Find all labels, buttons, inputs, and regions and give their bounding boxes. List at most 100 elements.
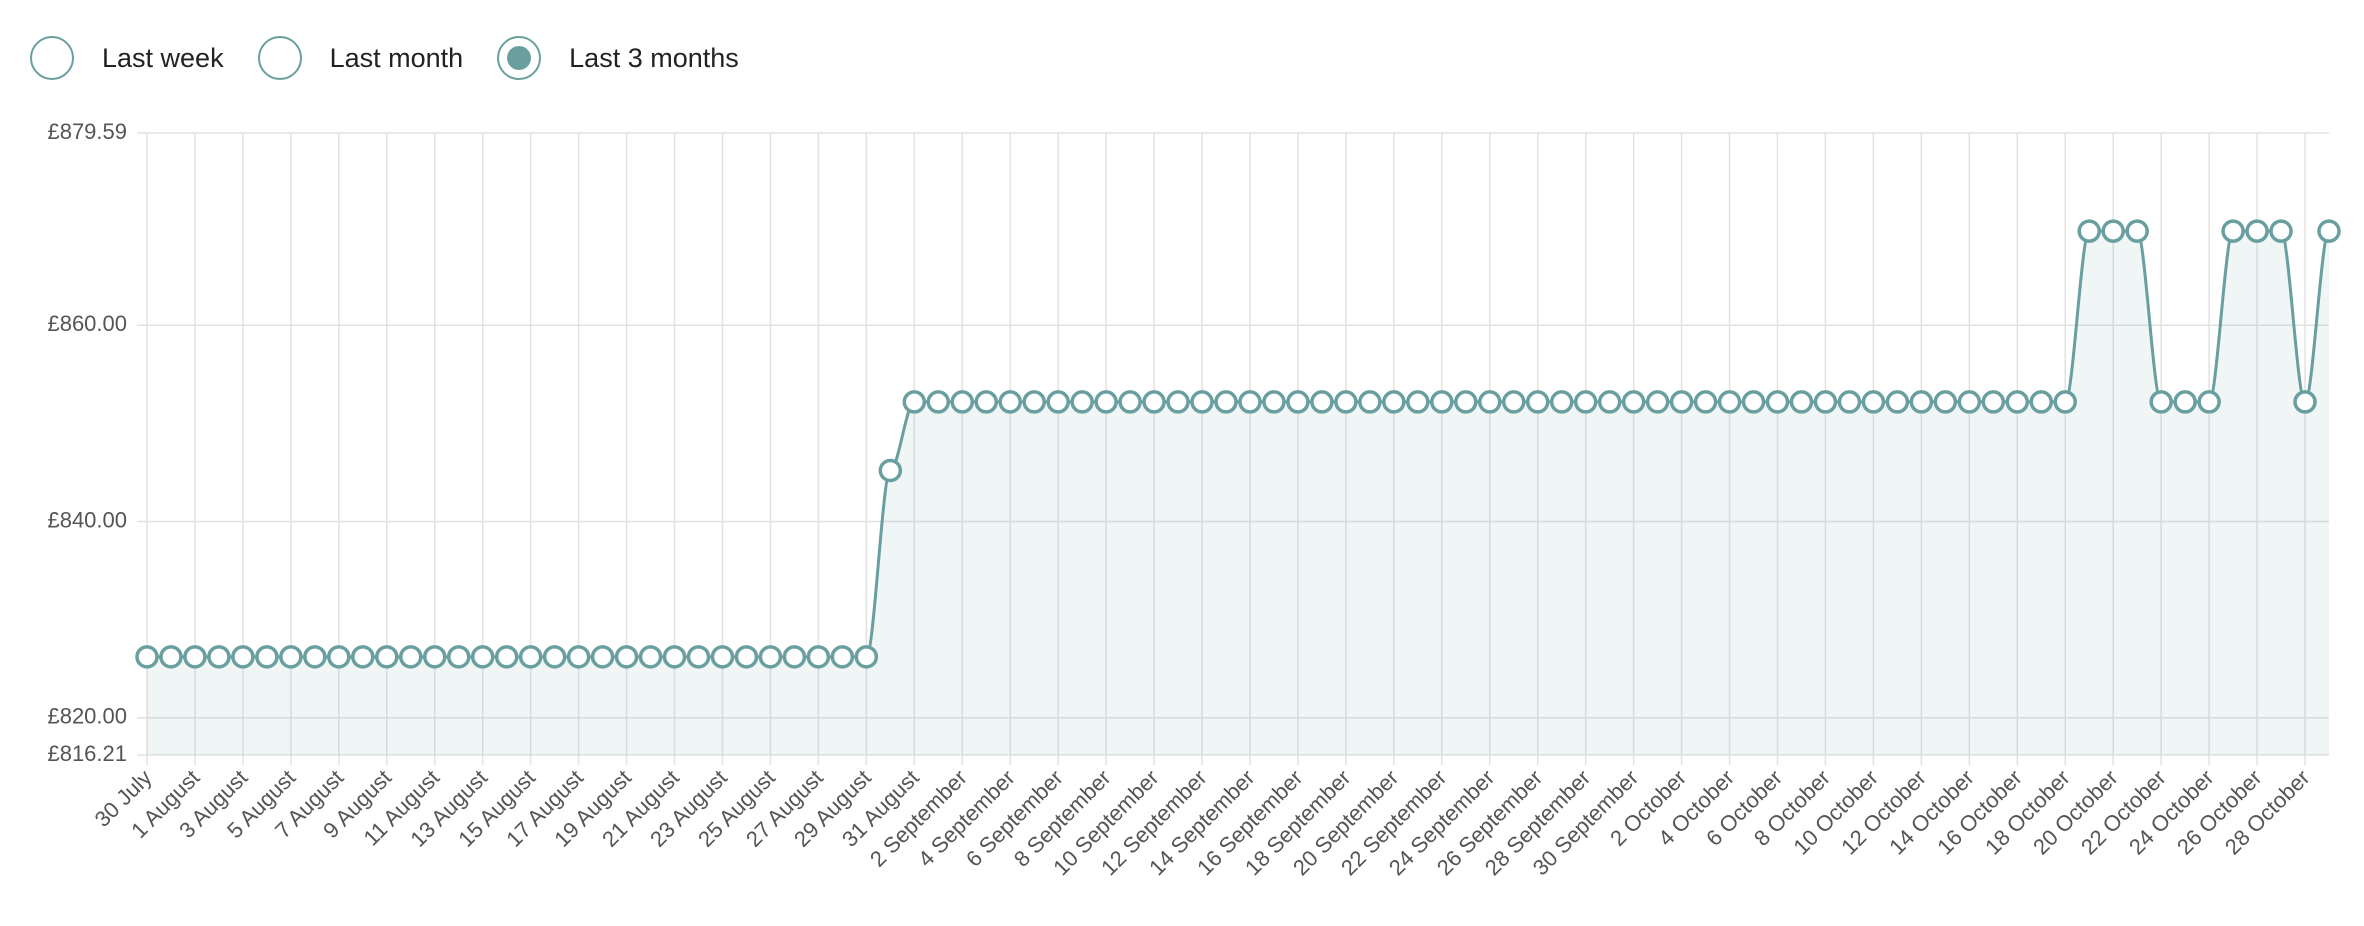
range-selector: Last week Last month Last 3 months	[30, 30, 773, 86]
point	[2221, 219, 2245, 243]
point	[1142, 390, 1166, 414]
radio-option[interactable]: Last month	[257, 36, 464, 80]
point	[1741, 390, 1766, 414]
y-tick-label: £879.59	[47, 119, 127, 144]
point	[1094, 390, 1118, 414]
point	[1693, 390, 1718, 414]
point	[1310, 390, 1334, 414]
point	[1190, 390, 1214, 414]
point	[1549, 390, 1574, 414]
point	[1957, 390, 1982, 414]
point	[662, 645, 687, 669]
point	[974, 390, 998, 414]
point	[351, 645, 375, 669]
y-tick-label: £840.00	[47, 507, 127, 532]
point	[1789, 390, 1814, 414]
point	[1358, 390, 1382, 414]
point	[2029, 390, 2054, 414]
point	[542, 645, 567, 669]
point	[183, 645, 207, 669]
radio-label[interactable]: Last month	[329, 42, 464, 73]
point	[135, 645, 159, 669]
point	[1214, 390, 1238, 414]
point	[1861, 390, 1886, 414]
point	[1813, 390, 1838, 414]
point	[926, 390, 951, 414]
point	[2317, 219, 2341, 243]
point	[1669, 390, 1694, 414]
point	[830, 645, 855, 669]
point	[303, 645, 327, 669]
y-tick-label: £860.00	[47, 311, 127, 336]
point	[470, 645, 495, 669]
radio-label[interactable]: Last 3 months	[569, 42, 739, 73]
point	[614, 645, 639, 669]
point	[1478, 390, 1502, 414]
radio-label[interactable]: Last week	[102, 42, 224, 73]
point	[1406, 390, 1430, 414]
point	[1621, 390, 1646, 414]
point	[2245, 219, 2269, 243]
area	[147, 231, 2329, 756]
point	[1046, 390, 1070, 414]
y-tick-label: £820.00	[47, 704, 127, 729]
point	[231, 645, 255, 669]
point	[638, 645, 663, 669]
radio-button[interactable]	[257, 36, 302, 80]
point	[1501, 390, 1526, 414]
point	[2077, 219, 2101, 243]
point	[446, 645, 471, 669]
point	[1454, 390, 1478, 414]
radio-button[interactable]	[497, 36, 542, 80]
point	[1118, 390, 1142, 414]
y-tick-label: £816.21	[47, 741, 127, 766]
point	[1334, 390, 1358, 414]
point	[1166, 390, 1190, 414]
point	[518, 645, 543, 669]
point	[2005, 390, 2030, 414]
point	[1885, 390, 1910, 414]
point	[1933, 390, 1958, 414]
point	[1238, 390, 1262, 414]
point	[494, 645, 519, 669]
radio-option[interactable]: Last week	[30, 36, 224, 80]
point	[422, 645, 447, 669]
point	[686, 645, 711, 669]
point	[1645, 390, 1670, 414]
point	[758, 645, 783, 669]
point	[1837, 390, 1862, 414]
point	[1909, 390, 1934, 414]
radio-button[interactable]	[30, 36, 74, 80]
point	[2125, 219, 2149, 243]
point	[1070, 390, 1094, 414]
point	[1717, 390, 1742, 414]
point	[1262, 390, 1286, 414]
point	[998, 390, 1022, 414]
point	[1022, 390, 1046, 414]
point	[902, 390, 927, 414]
point	[854, 645, 879, 669]
point	[1430, 390, 1454, 414]
point	[327, 645, 351, 669]
point	[2149, 390, 2173, 414]
point	[1597, 390, 1622, 414]
point	[2053, 390, 2077, 414]
point	[1765, 390, 1790, 414]
point	[2173, 390, 2197, 414]
point	[1286, 390, 1310, 414]
point	[2197, 390, 2221, 414]
radio-option[interactable]: Last 3 months	[497, 36, 739, 80]
point	[399, 645, 423, 669]
point	[207, 645, 231, 669]
point	[734, 645, 759, 669]
point	[950, 390, 975, 414]
point	[1573, 390, 1598, 414]
point	[2101, 219, 2125, 243]
point	[806, 645, 831, 669]
point	[2293, 390, 2317, 414]
point	[782, 645, 807, 669]
point	[375, 645, 399, 669]
point	[1981, 390, 2006, 414]
